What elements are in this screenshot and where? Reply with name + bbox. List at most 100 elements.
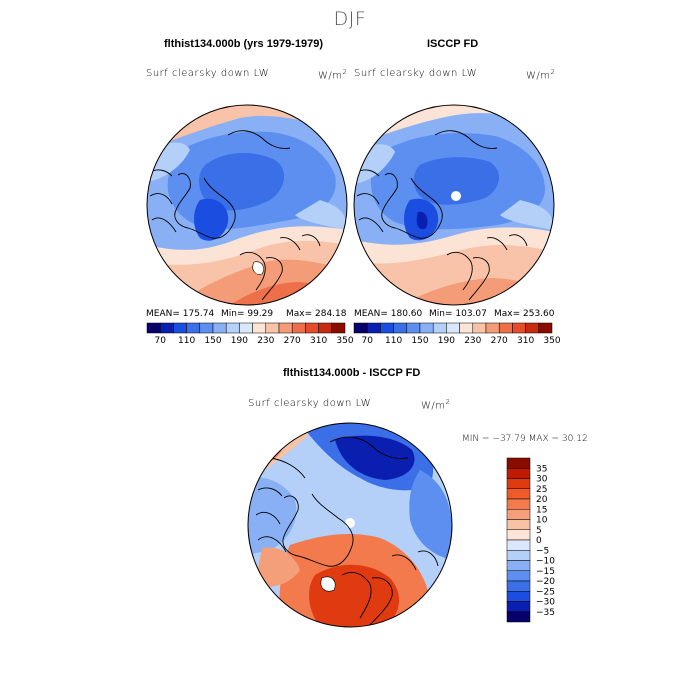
map2-coastlines [356, 130, 528, 301]
colorbar-swatch [265, 322, 280, 334]
colorbar-swatch [506, 457, 531, 469]
map2 [354, 105, 554, 305]
colorbar-tick-label: 190 [438, 336, 455, 346]
colorbar-tick-label: 20 [536, 495, 548, 505]
colorbar-swatch [506, 550, 531, 561]
colorbar-tick-label: 310 [310, 336, 327, 346]
colorbar2: 70 110 150 190 230 270 310 350 [353, 322, 561, 346]
map2-greenland-core [416, 211, 428, 230]
colorbar-swatch [459, 322, 474, 334]
panel3-units-text: W/m [421, 400, 446, 412]
colorbar-swatch [366, 322, 381, 334]
panel2-title: ISCCP FD [427, 38, 479, 50]
colorbar-tick-label: −20 [536, 577, 555, 587]
colorbar-tick-label: 5 [536, 526, 542, 536]
colorbar-tick-label: 230 [464, 336, 481, 346]
colorbar-swatch [506, 539, 531, 551]
colorbar-tick-label: 15 [536, 505, 547, 515]
colorbar-tick-label: 30 [536, 475, 548, 485]
colorbar-swatch [485, 322, 500, 334]
map2-pole-mask [451, 191, 461, 201]
colorbar-swatch [512, 322, 526, 334]
colorbar-tick-label: 270 [491, 336, 508, 346]
colorbar-swatch [419, 322, 434, 334]
map1-islands [252, 261, 264, 275]
colorbar-swatch [506, 488, 531, 500]
colorbar-tick-label: 0 [536, 536, 542, 546]
colorbar-tick-label: 70 [361, 336, 373, 346]
map1 [147, 105, 347, 305]
panel1-subtitle: Surf clearsky down LW [146, 68, 270, 79]
panel2-max: Max= 253.60 [494, 309, 555, 319]
map1-greenland-blue [194, 198, 229, 241]
colorbar-swatch [506, 580, 531, 592]
map3-coastlines [255, 436, 439, 627]
colorbar-swatch [146, 322, 161, 334]
colorbar-tick-label: 350 [543, 336, 560, 346]
colorbar-swatch [199, 322, 214, 334]
panel1-title: flthist134.000b (yrs 1979-1979) [164, 38, 323, 50]
colorbar-swatch [159, 322, 174, 334]
map1-deep-blue [198, 153, 285, 211]
map3-outline [247, 422, 453, 628]
colorbar-tick-label: 70 [154, 336, 166, 346]
map3-cool-east [409, 470, 452, 560]
colorbar-swatch [506, 468, 531, 479]
colorbar-tick-label: −5 [536, 546, 549, 556]
colorbar-swatch [498, 322, 513, 334]
colorbar-tick-label: 310 [517, 336, 534, 346]
colorbar-swatch [239, 322, 253, 334]
colorbar-swatch [506, 498, 531, 510]
colorbar-swatch [506, 601, 531, 612]
panel2-subtitle: Surf clearsky down LW [354, 68, 478, 79]
colorbar-swatch [432, 322, 447, 334]
colorbar-tick-label: 25 [536, 485, 547, 495]
colorbar-tick-label: −25 [536, 587, 555, 597]
colorbar-swatch [186, 322, 201, 334]
colorbar-swatch [380, 322, 394, 334]
colorbar-swatch [406, 322, 421, 334]
colorbar-tick-label: 150 [204, 336, 221, 346]
panel1-min: Min= 99.29 [221, 309, 274, 319]
colorbar-swatch [538, 322, 553, 334]
colorbar-swatch [331, 322, 346, 334]
colorbar-swatch [393, 322, 408, 334]
map2-light-band-east [500, 200, 554, 230]
colorbar-tick-label: −10 [536, 557, 555, 567]
map2-deep-blue [413, 157, 500, 205]
colorbar-swatch [506, 529, 531, 541]
colorbar-swatch [212, 322, 227, 334]
map3-cool-north-core [335, 435, 415, 480]
colorbar-tick-label: 230 [257, 336, 274, 346]
colorbar-swatch [305, 322, 319, 334]
panel2-mean: MEAN= 180.60 [354, 309, 423, 319]
panel1-units: W/m2 [318, 68, 347, 81]
colorbar-swatch [506, 560, 531, 571]
colorbar-swatch [291, 322, 306, 334]
colorbar-swatch [506, 519, 531, 530]
colorbar-swatch [506, 509, 531, 520]
colorbar-swatch [506, 570, 531, 582]
colorbar-swatch [506, 478, 531, 489]
colorbar-tick-label: 150 [411, 336, 428, 346]
page-title: DJF [333, 8, 367, 30]
map3-warm-southwest [255, 547, 300, 587]
colorbar-tick-label: 110 [178, 336, 195, 346]
panel1-max: Max= 284.18 [286, 309, 347, 319]
panel1-units-text: W/m [318, 70, 343, 82]
panel2-units: W/m2 [526, 68, 555, 81]
colorbar-swatch [506, 611, 531, 623]
map3-islands [320, 576, 336, 592]
panel2-units-text: W/m [526, 70, 551, 82]
colorbar-swatch [318, 322, 333, 334]
colorbar-tick-label: 270 [284, 336, 301, 346]
colorbar-tick-label: 110 [385, 336, 402, 346]
panel3-units: W/m2 [421, 398, 450, 411]
map2-outline [353, 104, 555, 306]
colorbar-tick-label: 350 [336, 336, 353, 346]
colorbar-tick-label: −15 [536, 567, 555, 577]
colorbar-swatch [353, 322, 368, 334]
colorbar-swatch [225, 322, 240, 334]
